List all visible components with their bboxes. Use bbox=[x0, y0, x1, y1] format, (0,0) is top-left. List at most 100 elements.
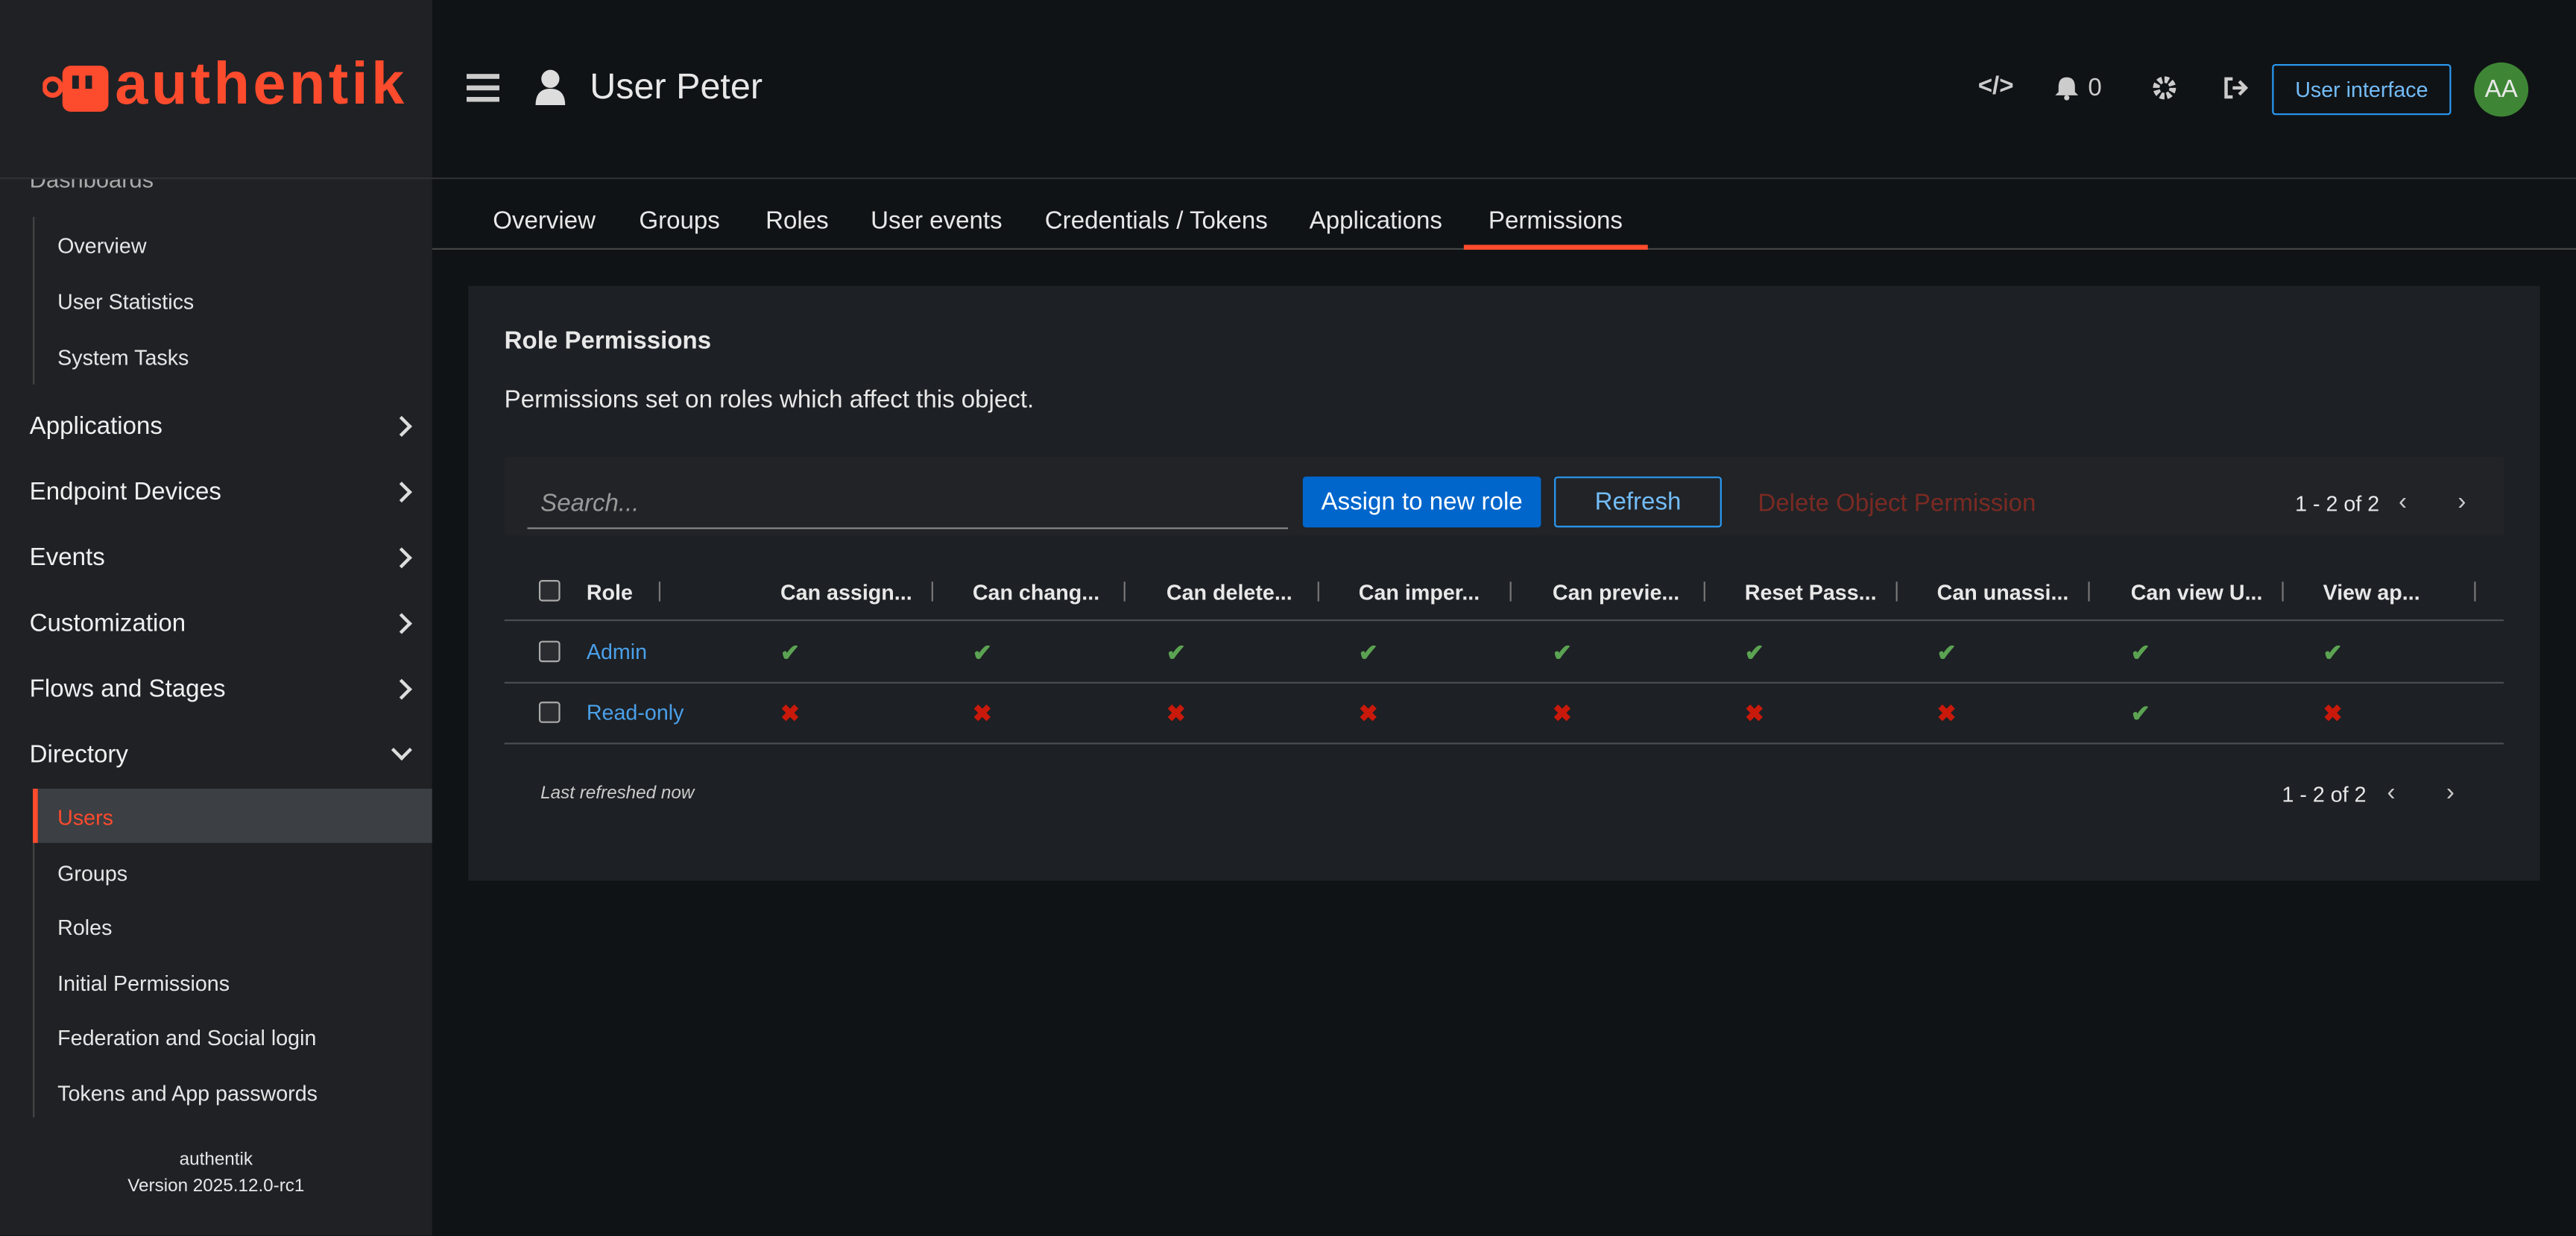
check-icon: ✔ bbox=[1358, 639, 1378, 666]
logo-text: authentik bbox=[115, 49, 408, 117]
logo-icon bbox=[42, 66, 109, 112]
check-icon: ✔ bbox=[2130, 639, 2150, 666]
nav-item[interactable]: Roles bbox=[57, 915, 113, 941]
settings-button[interactable] bbox=[2152, 75, 2176, 100]
card-description: Permissions set on roles which affect th… bbox=[504, 385, 1035, 414]
nav-section[interactable]: Applications bbox=[29, 412, 162, 441]
cross-icon: ✖ bbox=[1936, 699, 1957, 727]
avatar[interactable]: AA bbox=[2474, 62, 2529, 117]
prev-page[interactable]: ‹ bbox=[2398, 488, 2408, 517]
logout-button[interactable] bbox=[2223, 75, 2249, 100]
column-header[interactable]: Reset Pass... bbox=[1744, 580, 1877, 605]
pagination: 1 - 2 of 2 bbox=[2282, 782, 2367, 807]
sort-icon[interactable] bbox=[1895, 581, 1898, 602]
divider bbox=[432, 177, 2576, 180]
tab[interactable]: Roles bbox=[765, 206, 829, 236]
chevron bbox=[391, 415, 412, 437]
cross-icon: ✖ bbox=[780, 699, 800, 727]
nav-section[interactable]: Directory bbox=[29, 741, 128, 769]
notification-count: 0 bbox=[2088, 74, 2102, 102]
chevron bbox=[391, 482, 412, 503]
nav-item[interactable]: Federation and Social login bbox=[57, 1026, 317, 1051]
sort-icon[interactable] bbox=[658, 581, 661, 602]
column-header[interactable]: Can delete... bbox=[1166, 580, 1292, 605]
tab[interactable]: Credentials / Tokens bbox=[1044, 206, 1268, 236]
chevron bbox=[391, 740, 412, 761]
refresh-button[interactable]: Refresh bbox=[1554, 476, 1722, 528]
rail bbox=[33, 216, 35, 385]
nav-item[interactable]: Users bbox=[57, 805, 113, 830]
card: Role Permissions Permissions set on role… bbox=[468, 286, 2540, 881]
tab[interactable]: Applications bbox=[1309, 206, 1442, 236]
column-header[interactable]: View ap... bbox=[2323, 580, 2420, 605]
column-header[interactable]: Can view U... bbox=[2130, 580, 2263, 605]
delete-button: Delete Object Permission bbox=[1758, 489, 2036, 518]
check-icon: ✔ bbox=[1552, 639, 1572, 666]
nav-item[interactable]: Initial Permissions bbox=[57, 971, 230, 996]
nav-item[interactable]: Groups bbox=[57, 860, 128, 886]
column-header[interactable]: Can imper... bbox=[1358, 580, 1480, 605]
last-refreshed: Last refreshed now bbox=[540, 783, 695, 804]
cross-icon: ✖ bbox=[1358, 699, 1378, 727]
check-icon: ✔ bbox=[2323, 639, 2343, 666]
nav-section[interactable]: Events bbox=[29, 543, 105, 573]
role-link[interactable]: Read-only bbox=[586, 699, 684, 725]
nav-section[interactable]: Flows and Stages bbox=[29, 675, 226, 704]
nav-section[interactable]: Customization bbox=[29, 609, 186, 638]
next-page[interactable]: › bbox=[2446, 778, 2455, 807]
rail bbox=[33, 788, 35, 1117]
chevron bbox=[391, 678, 412, 700]
column-header[interactable]: Can assign... bbox=[780, 580, 912, 605]
check-icon: ✔ bbox=[780, 639, 800, 666]
tab[interactable]: Permissions bbox=[1488, 206, 1623, 236]
user-icon bbox=[535, 69, 566, 106]
pagination: 1 - 2 of 2 bbox=[2295, 491, 2380, 517]
search-input[interactable]: Search... bbox=[527, 478, 1289, 529]
nav-section[interactable]: Endpoint Devices bbox=[29, 478, 221, 506]
nav-item[interactable]: Tokens and App passwords bbox=[57, 1081, 318, 1106]
sort-icon[interactable] bbox=[2474, 581, 2476, 602]
column-header[interactable]: Can unassi... bbox=[1936, 580, 2069, 605]
column-header[interactable]: Role bbox=[586, 580, 633, 605]
sort-icon[interactable] bbox=[1509, 581, 1512, 602]
tab[interactable]: Groups bbox=[639, 206, 720, 236]
nav-item[interactable]: User Statistics bbox=[57, 288, 195, 314]
sort-icon[interactable] bbox=[1317, 581, 1319, 602]
chevron bbox=[391, 613, 412, 634]
assign-button[interactable]: Assign to new role bbox=[1302, 476, 1541, 528]
cross-icon: ✖ bbox=[1744, 699, 1764, 727]
tab[interactable]: Overview bbox=[493, 206, 596, 236]
sort-icon[interactable] bbox=[2088, 581, 2090, 602]
nav-item[interactable]: System Tasks bbox=[57, 344, 189, 370]
select-all[interactable] bbox=[538, 580, 561, 602]
page-title: User Peter bbox=[590, 66, 763, 107]
row-line bbox=[504, 681, 2504, 684]
row-checkbox[interactable] bbox=[538, 640, 561, 663]
api-button[interactable]: </> bbox=[1977, 72, 2014, 101]
sort-icon[interactable] bbox=[1703, 581, 1705, 602]
card-title: Role Permissions bbox=[504, 327, 712, 356]
check-icon: ✔ bbox=[1936, 639, 1957, 666]
user-interface-button[interactable]: User interface bbox=[2272, 63, 2452, 116]
nav-item[interactable]: Overview bbox=[57, 233, 147, 259]
sort-icon[interactable] bbox=[931, 581, 933, 602]
footer-version: Version 2025.12.0-rc1 bbox=[127, 1176, 305, 1196]
sort-icon[interactable] bbox=[2282, 581, 2284, 602]
sort-icon[interactable] bbox=[1123, 581, 1126, 602]
tab[interactable]: User events bbox=[871, 206, 1003, 236]
check-icon: ✔ bbox=[1744, 639, 1764, 666]
bell-icon[interactable] bbox=[2055, 75, 2079, 101]
next-page[interactable]: › bbox=[2457, 488, 2466, 517]
column-header[interactable]: Can previe... bbox=[1552, 580, 1680, 605]
check-icon: ✔ bbox=[972, 639, 992, 666]
role-link[interactable]: Admin bbox=[586, 639, 648, 664]
row-checkbox[interactable] bbox=[538, 701, 561, 723]
prev-page[interactable]: ‹ bbox=[2387, 778, 2396, 807]
cross-icon: ✖ bbox=[2323, 699, 2343, 727]
row-line bbox=[504, 742, 2504, 745]
menu-button[interactable] bbox=[466, 72, 500, 102]
footer-name: authentik bbox=[179, 1150, 253, 1170]
column-header[interactable]: Can chang... bbox=[972, 580, 1100, 605]
cross-icon: ✖ bbox=[1166, 699, 1186, 727]
